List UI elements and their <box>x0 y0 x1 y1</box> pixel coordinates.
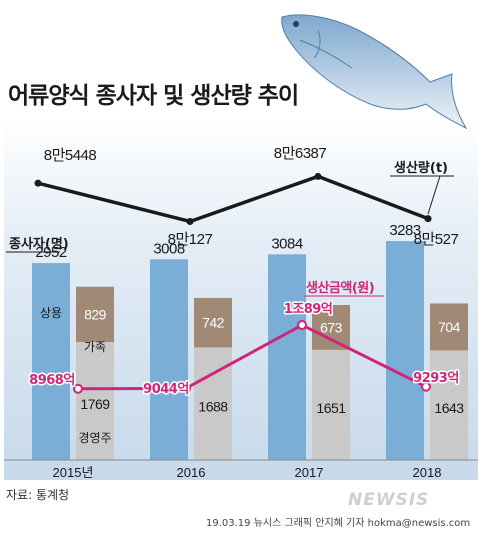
total-workers-label-0: 2952 <box>35 244 67 261</box>
family-value-label-0: 829 <box>84 306 107 322</box>
production-value-label-halo-0: 8968억 <box>29 373 75 388</box>
production-value-label-3: 8만527 <box>414 231 459 248</box>
family-value-label-1: 742 <box>202 315 225 331</box>
production-value-label-halo-3: 9293억 <box>413 371 459 386</box>
bar-owner-2 <box>312 349 350 460</box>
total-workers-label-3: 3283 <box>389 222 421 239</box>
workers-label: 종사자(명) <box>9 236 69 252</box>
production-value-label-2: 8만6387 <box>274 145 327 162</box>
production-value-label-3: 9293억 <box>413 371 459 386</box>
labels-layer: 2952 829 1769 3008 742 1688 3084 673 1651 3283 704… <box>28 145 465 445</box>
total-workers-label-2: 3084 <box>271 235 303 252</box>
bar-owner-0 <box>76 342 114 460</box>
production-line <box>37 174 429 224</box>
production-point-2 <box>314 172 322 180</box>
credit-text: 19.03.19 뉴시스 그래픽 안지혜 기자 hokma@newsis.com <box>206 517 470 529</box>
bar-regular-0 <box>32 263 70 460</box>
owner-value-label-2: 1651 <box>316 400 346 416</box>
segment-label-family: 가족 <box>84 340 106 354</box>
production-value-label: 생산금액(원) <box>306 280 374 296</box>
production-value-label-1: 9044억 <box>143 382 189 397</box>
x-tick-label-0: 2015년 <box>53 465 94 480</box>
owner-value-label-3: 1643 <box>434 400 464 416</box>
production-point-0 <box>34 179 42 187</box>
x-tick-label-2: 2017 <box>295 465 324 480</box>
owner-value-label-0: 1769 <box>80 396 110 412</box>
bar-family-2 <box>312 304 350 350</box>
chart-title: 어류양식 종사자 및 생산량 추이 <box>8 83 298 109</box>
bars-layer <box>32 241 468 460</box>
production-value-label-0: 8만5448 <box>44 147 97 164</box>
x-ticks: 2015년 2016 2017 2018 <box>53 465 442 480</box>
production-value-label-halo-2: 1조89억 <box>284 302 333 317</box>
segment-label-regular: 상용 <box>40 306 62 320</box>
production-series-label: 생산량(t) <box>390 160 454 215</box>
source-text: 자료: 통계청 <box>6 488 69 502</box>
production-label: 생산량(t) <box>394 160 448 176</box>
fish-illustration <box>281 14 468 130</box>
family-value-label-3: 704 <box>438 319 461 335</box>
production-point-1 <box>186 217 194 225</box>
watermark: NEWSIS <box>348 490 429 510</box>
family-value-label-2: 673 <box>320 319 343 335</box>
lines-layer <box>34 172 432 394</box>
workers-series-label: 종사자(명) <box>6 236 69 253</box>
bar-owner-3 <box>430 350 468 460</box>
production-value-label-2: 1조89억 <box>284 302 333 317</box>
total-workers-label-1: 3008 <box>153 240 185 257</box>
production-value-point-0 <box>73 383 83 394</box>
bar-family-1 <box>194 297 232 348</box>
production-value-label-0: 8968억 <box>29 373 75 388</box>
production-point-3 <box>424 215 432 223</box>
production-value-series-label: 생산금액(원) <box>304 280 384 297</box>
production-value-point-3 <box>421 381 431 392</box>
x-tick-label-1: 2016 <box>177 465 206 480</box>
production-value-label-1: 8만127 <box>168 231 213 248</box>
bar-regular-1 <box>150 259 188 460</box>
bar-family-3 <box>430 303 468 351</box>
production-value-point-2 <box>297 320 307 331</box>
segment-label-owner: 경영주 <box>78 431 111 445</box>
bar-regular-2 <box>268 254 306 460</box>
production-value-label-halo-1: 9044억 <box>143 382 189 397</box>
production-value-point-1 <box>181 383 191 394</box>
x-tick-label-3: 2018 <box>413 465 442 480</box>
bar-family-0 <box>76 286 114 343</box>
production-value-line <box>77 323 427 391</box>
bar-regular-3 <box>386 241 424 460</box>
owner-value-label-1: 1688 <box>198 399 228 415</box>
